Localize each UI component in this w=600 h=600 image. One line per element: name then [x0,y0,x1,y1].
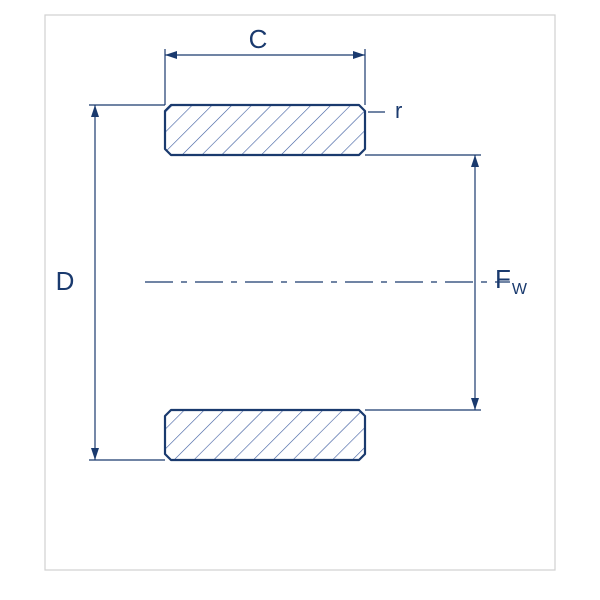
dim-d-label: D [56,266,75,296]
canvas-bg [0,0,600,600]
section-bottom-wall [165,410,365,460]
section-top-wall [165,105,365,155]
dim-c-label: C [249,24,268,54]
dim-r-label: r [395,98,402,123]
bearing-cross-section-diagram: CDFWr [0,0,600,600]
